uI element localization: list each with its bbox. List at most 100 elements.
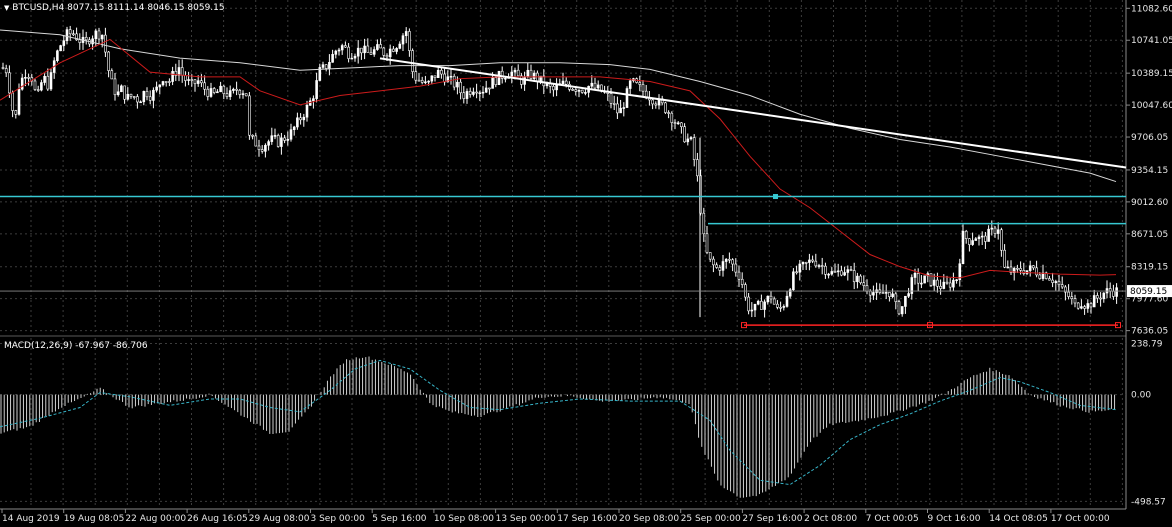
- candle-body: [49, 72, 53, 90]
- candle-body: [1051, 279, 1054, 283]
- candle-body: [798, 263, 802, 273]
- candle: [254, 132, 258, 147]
- candle-body: [129, 93, 133, 97]
- time-tick-label: 14 Oct 08:05: [989, 514, 1048, 524]
- candle-body: [497, 70, 501, 86]
- candle: [424, 75, 427, 85]
- candle-body: [955, 279, 958, 282]
- candle-body: [856, 275, 859, 283]
- candle-body: [212, 88, 216, 93]
- candle: [779, 301, 782, 312]
- macd-pane[interactable]: [0, 356, 1117, 498]
- candle: [366, 38, 370, 53]
- candle: [145, 87, 149, 101]
- support-anchor-point[interactable]: [741, 322, 747, 329]
- candle-body: [244, 93, 248, 97]
- candle-body: [849, 269, 853, 271]
- candle: [484, 80, 488, 93]
- candle-body: [4, 68, 8, 74]
- candle: [606, 86, 610, 101]
- candle: [702, 207, 706, 242]
- candle-body: [731, 259, 734, 265]
- candle-body: [177, 67, 181, 76]
- candle-body: [680, 122, 683, 127]
- candle-body: [1096, 295, 1099, 299]
- candle-body: [990, 227, 994, 230]
- candle-body: [1080, 306, 1083, 309]
- time-tick-label: 5 Sep 16:00: [372, 514, 427, 524]
- candle: [462, 86, 466, 104]
- support-anchor-point[interactable]: [927, 322, 933, 329]
- level-anchor-point[interactable]: [773, 194, 778, 200]
- candle-body: [68, 29, 72, 35]
- candle: [827, 272, 830, 279]
- candle-body: [776, 303, 779, 308]
- candle: [737, 265, 741, 288]
- candle: [260, 145, 264, 154]
- candle-body: [974, 238, 978, 241]
- candle: [1060, 276, 1064, 290]
- time-tick-label: 22 Aug 00:00: [125, 514, 186, 524]
- candle-body: [206, 88, 210, 97]
- candle-body: [475, 91, 478, 94]
- candle: [596, 80, 600, 91]
- candle-body: [1115, 287, 1118, 297]
- candle: [465, 88, 469, 104]
- support-anchor-point[interactable]: [1115, 322, 1121, 329]
- candle-body: [1038, 274, 1042, 279]
- candle: [516, 64, 520, 77]
- candle-body: [209, 88, 213, 97]
- candle: [561, 72, 565, 85]
- price-tick-label: 9012.60: [1131, 198, 1168, 208]
- candle: [520, 73, 523, 89]
- candle-body: [987, 228, 990, 242]
- candle: [1092, 289, 1096, 308]
- candle: [577, 89, 581, 98]
- candle: [152, 87, 155, 109]
- candle: [436, 67, 440, 78]
- candle: [248, 92, 251, 140]
- candle-body: [577, 89, 581, 92]
- price-pane[interactable]: [0, 25, 1127, 329]
- candle-body: [542, 75, 546, 87]
- candle-body: [1012, 267, 1016, 273]
- candle-body: [596, 84, 600, 89]
- candle: [68, 25, 72, 41]
- current-price-tag: [1127, 285, 1172, 298]
- candle: [116, 84, 120, 97]
- candle-body: [273, 135, 277, 137]
- candle: [62, 34, 66, 52]
- current-price-label: 8059.15: [1130, 287, 1167, 297]
- candle: [676, 120, 680, 125]
- candle: [536, 70, 539, 90]
- collapse-arrow-icon[interactable]: ▼: [4, 4, 10, 12]
- candle-body: [936, 279, 939, 287]
- candle-body: [292, 126, 296, 130]
- candle: [139, 100, 142, 104]
- price-tick-label: 10389.15: [1131, 69, 1172, 79]
- candle: [766, 295, 770, 305]
- candle: [107, 51, 110, 78]
- candle: [920, 275, 923, 289]
- candle-body: [110, 70, 114, 80]
- candle-body: [702, 212, 706, 235]
- price-tick-label: 9706.05: [1131, 133, 1168, 143]
- candle-body: [792, 271, 795, 291]
- candle: [664, 101, 667, 115]
- candle: [417, 72, 421, 82]
- candle-body: [43, 75, 46, 83]
- candle-body: [862, 282, 866, 286]
- candle: [862, 275, 866, 291]
- candle-body: [1073, 298, 1077, 304]
- candle-body: [958, 263, 962, 281]
- candle: [904, 295, 907, 314]
- candle-body: [836, 270, 840, 273]
- candle-body: [907, 293, 910, 297]
- price-tick-label: 7977.60: [1131, 295, 1168, 305]
- candle: [936, 272, 939, 293]
- trendline[interactable]: [379, 57, 1127, 169]
- price-tick-label: 7636.05: [1131, 327, 1168, 337]
- candle-body: [382, 47, 386, 56]
- candle-body: [318, 67, 322, 81]
